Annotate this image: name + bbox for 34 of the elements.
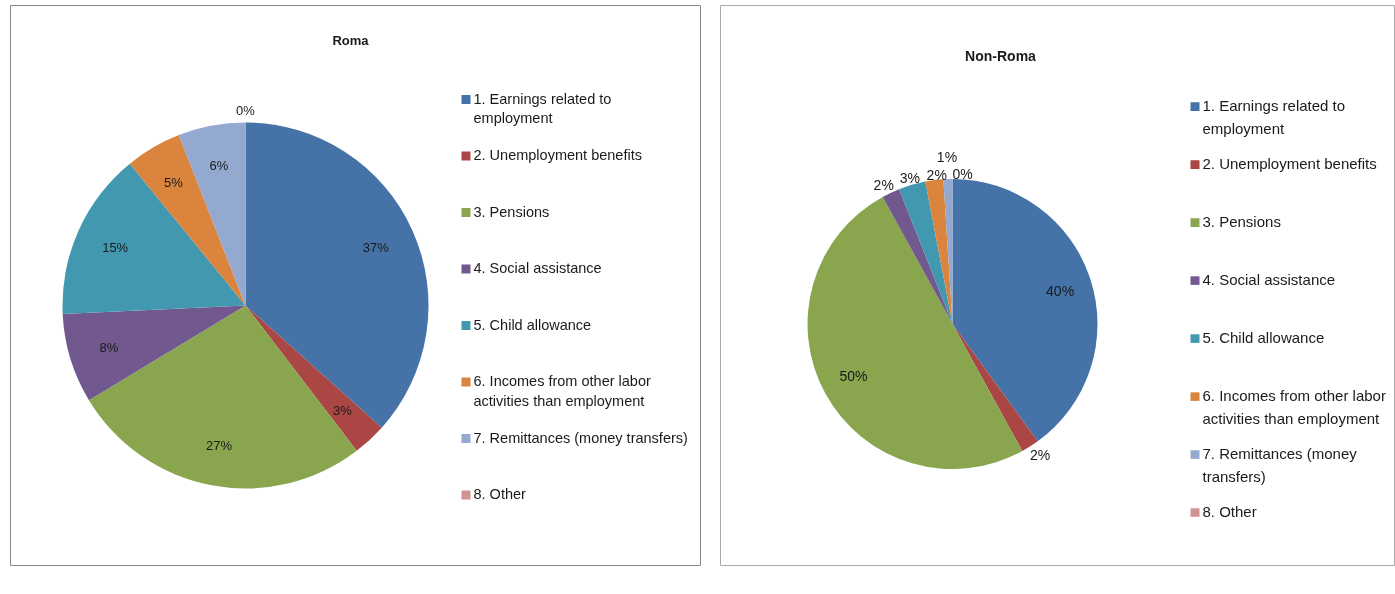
legend-label: 5. Child allowance — [1202, 328, 1325, 346]
legend-label: 1. Earnings related to employment — [1202, 96, 1346, 138]
legend-label: 5. Child allowance — [473, 316, 592, 333]
data-label: 8% — [99, 339, 119, 355]
data-label: 3% — [333, 402, 353, 418]
data-label: 3% — [899, 169, 921, 186]
data-label: 1% — [936, 149, 958, 166]
legend-label: 6. Incomes from other labor activities than employment — [473, 373, 651, 409]
legend-label: 2. Unemployment benefits — [473, 147, 642, 163]
data-label: 6% — [209, 157, 229, 173]
text: 0% — [236, 103, 255, 118]
legend-label: 3. Pensions — [473, 203, 550, 220]
legend-label: 7. Remittances (money transfers) — [1202, 444, 1358, 486]
data-label: 2% — [873, 177, 894, 194]
text: 0% — [952, 166, 973, 183]
data-label: 27% — [206, 438, 233, 454]
legend-label: 7. Remittances (money transfers) — [473, 429, 688, 446]
chart-title: Non-Roma — [965, 47, 1037, 64]
chart-title: Roma — [332, 33, 370, 48]
data-label: 37% — [362, 239, 390, 255]
legend-label: 1. Earnings related to employment — [473, 90, 612, 127]
data-label: 15% — [102, 239, 129, 255]
legend-label: 4. Social assistance — [473, 260, 602, 276]
data-label: 5% — [164, 174, 184, 190]
data-label: 50% — [839, 367, 868, 384]
legend-label: 6. Incomes from other labor activities than employment — [1202, 386, 1386, 428]
legend-label: 4. Social assistance — [1202, 270, 1336, 288]
legend-label: 3. Pensions — [1202, 212, 1281, 230]
data-label: 2% — [926, 166, 947, 183]
data-label: 2% — [1029, 447, 1051, 464]
legend-label: 8. Other — [1202, 502, 1257, 520]
legend-label: 8. Other — [473, 486, 527, 502]
data-label: 40% — [1046, 282, 1075, 299]
legend-label: 2. Unemployment benefits — [1202, 154, 1377, 172]
